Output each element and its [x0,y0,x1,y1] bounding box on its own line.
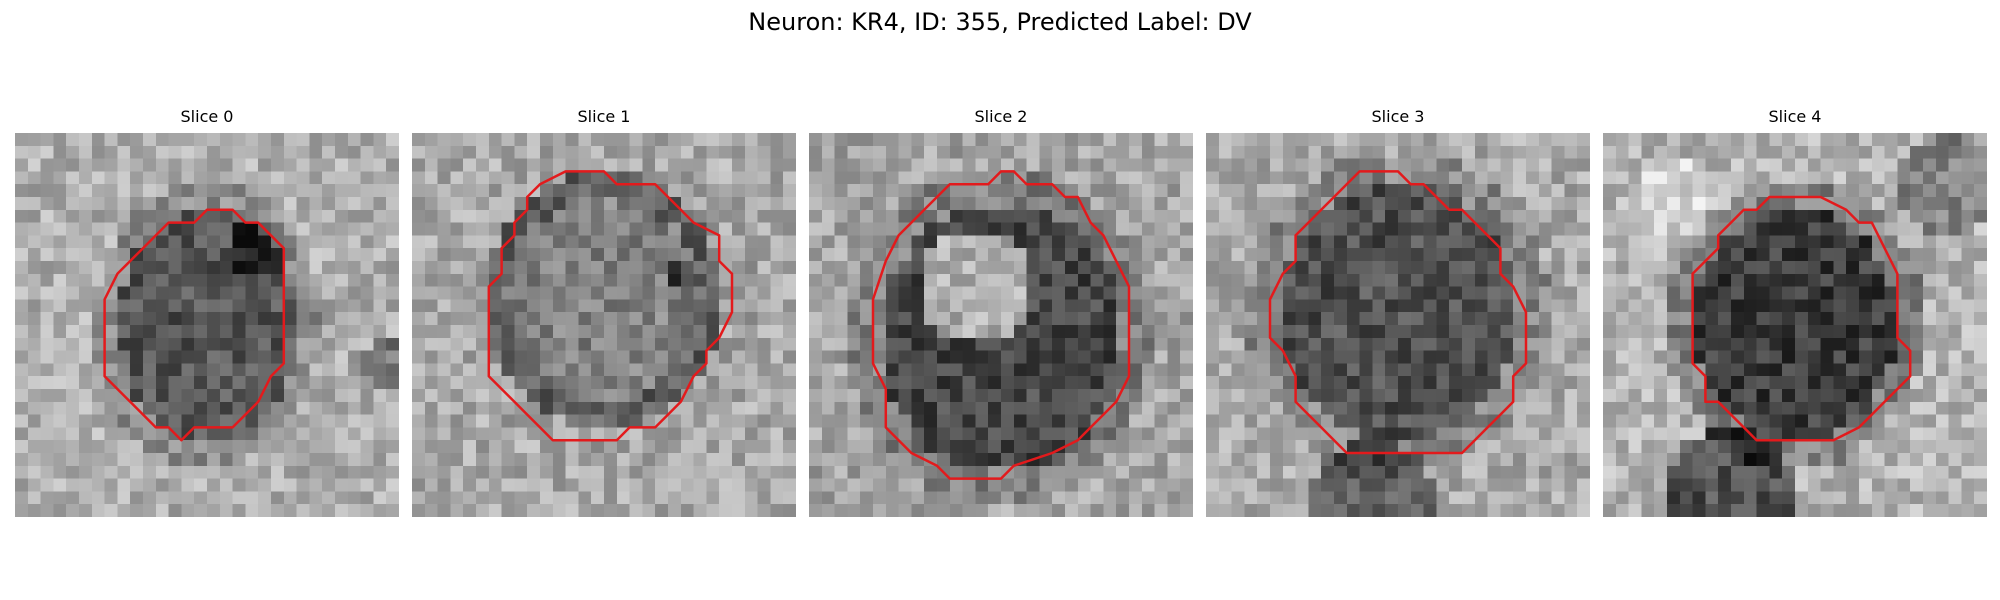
slice-image [15,133,399,517]
contour-outline [487,170,734,442]
slice-image [1206,133,1590,517]
slice-title: Slice 4 [1768,107,1822,126]
pixel-grid [1603,133,1987,517]
slice-title: Slice 1 [577,107,631,126]
contour-outline [103,208,286,442]
slice-panel-4: Slice 4 [1603,107,1987,517]
slice-image [809,133,1193,517]
pixel-grid [412,133,796,517]
figure-title: Neuron: KR4, ID: 355, Predicted Label: D… [748,8,1252,36]
slice-title: Slice 3 [1371,107,1425,126]
slice-panel-3: Slice 3 [1206,107,1590,517]
slice-panel-2: Slice 2 [809,107,1193,517]
pixel-grid [15,133,399,517]
slice-title: Slice 0 [180,107,234,126]
pixel-grid [1206,133,1590,517]
slice-title: Slice 2 [974,107,1028,126]
contour-outline [1268,170,1528,455]
pixel-grid [809,133,1193,517]
slice-image [412,133,796,517]
slice-image [1603,133,1987,517]
slice-panel-0: Slice 0 [15,107,399,517]
slice-panel-1: Slice 1 [412,107,796,517]
contour-outline [871,170,1131,480]
contour-outline [1691,195,1912,442]
